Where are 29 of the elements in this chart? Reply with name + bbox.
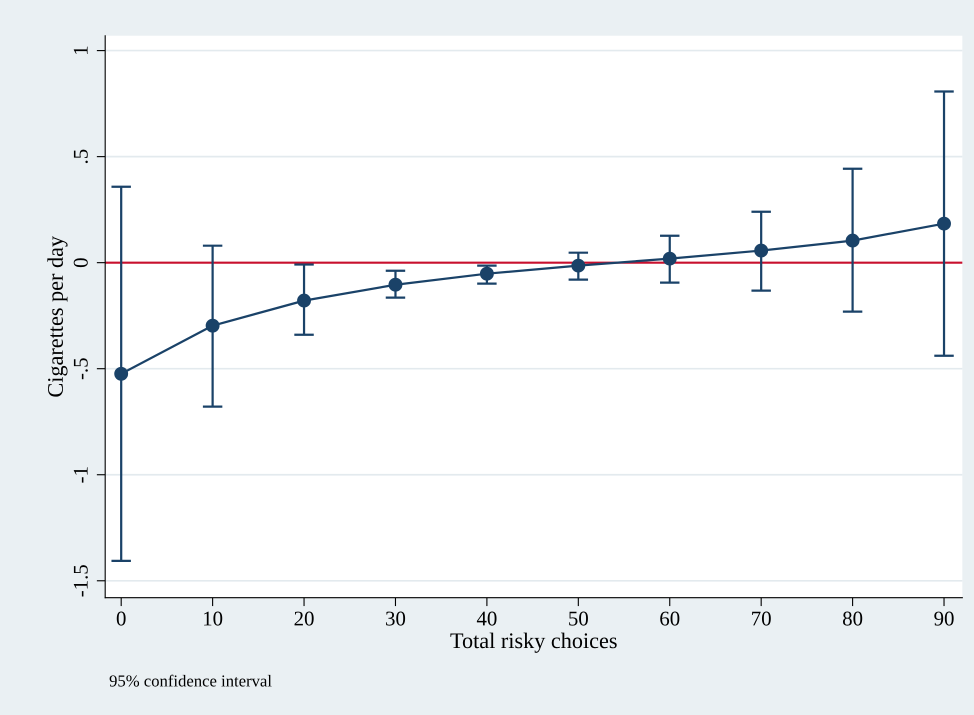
x-tick-label: 50 <box>569 612 588 626</box>
point <box>114 366 128 381</box>
y-tick-label: -1.5 <box>74 565 88 596</box>
x-tick-label: 90 <box>934 612 954 626</box>
point <box>662 252 677 266</box>
point <box>754 244 768 258</box>
x-tick-label: 0 <box>116 612 126 626</box>
y-tick-label: 1 <box>74 46 88 54</box>
y-tick-label: .5 <box>74 150 88 164</box>
y-axis-title: Cigarettes per day <box>47 236 68 397</box>
point <box>846 234 860 248</box>
text: 95% confidence interval <box>110 674 272 687</box>
point <box>206 318 220 333</box>
point <box>388 278 402 292</box>
y-tick-label: -1 <box>74 467 88 483</box>
point <box>480 266 494 281</box>
x-tick-label: 40 <box>476 612 497 626</box>
x-tick-label: 10 <box>204 612 222 626</box>
x-axis-title: Total risky choices <box>450 632 617 653</box>
x-tick-label: 20 <box>294 612 314 626</box>
y-tick-label: 0 <box>74 258 88 268</box>
x-tick-label: 30 <box>386 612 406 626</box>
y-tick-label: -.5 <box>74 358 88 380</box>
x-tick-label: 70 <box>752 612 771 626</box>
point <box>937 216 951 231</box>
point <box>571 258 586 273</box>
x-tick-label: 80 <box>842 612 862 626</box>
point <box>297 294 311 308</box>
x-tick-label: 60 <box>660 612 680 626</box>
